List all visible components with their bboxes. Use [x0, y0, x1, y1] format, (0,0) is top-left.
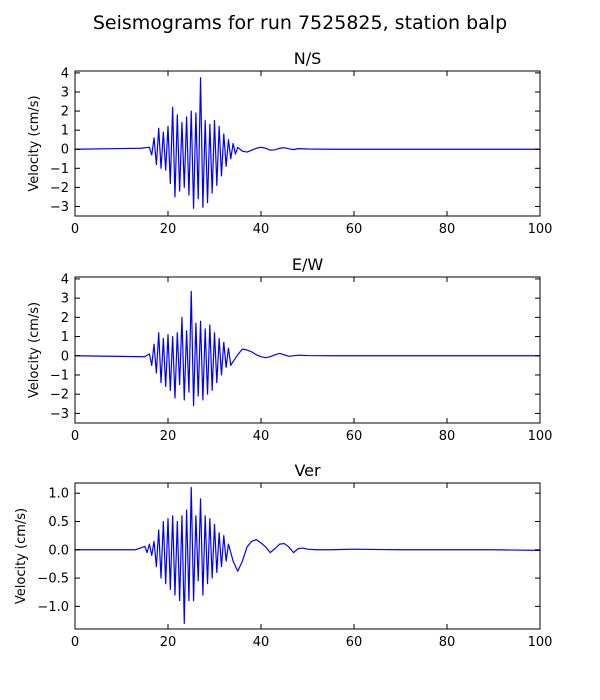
x-tick-label: 80	[439, 635, 456, 650]
y-tick-label: 3	[61, 85, 69, 100]
panel-0: N/S 0 20 40 60 80 100 −3 −2 −1 0 1 2 3 4 Velocity (cm/s…	[27, 49, 552, 237]
x-tick-label: 0	[71, 429, 79, 444]
y-tick-label: 0	[61, 143, 69, 158]
panel-title: N/S	[294, 49, 322, 68]
series-line	[74, 290, 540, 407]
y-tick-label: 0	[61, 349, 69, 364]
y-tick-label: −1	[50, 368, 69, 383]
y-tick-label: 0.5	[48, 515, 69, 530]
y-tick-label: −2	[50, 388, 69, 403]
y-tick-label: 3	[61, 292, 69, 307]
axes-frame	[74, 482, 541, 630]
series-line	[75, 486, 541, 624]
y-tick-label: 2	[61, 311, 69, 326]
y-tick-label: 1.0	[48, 487, 69, 502]
x-tick-label: 80	[439, 222, 456, 237]
x-tick-label: 0	[71, 635, 79, 650]
y-tick-label: −1	[50, 162, 69, 177]
y-tick-label: −1.0	[37, 600, 69, 615]
y-tick-label: 2	[61, 105, 69, 120]
series-line	[74, 77, 540, 209]
x-tick-label: 100	[528, 222, 553, 237]
panel-2: Ver 0 20 40 60 80 100 −1.0 −0.5 0.0 0.5 1.0 Velocity…	[14, 461, 552, 650]
x-tick-label: 20	[160, 222, 177, 237]
y-tick-label: −3	[50, 407, 69, 422]
y-tick-label: −3	[50, 200, 69, 215]
x-tick-label: 40	[253, 635, 270, 650]
x-tick-label: 40	[253, 429, 270, 444]
x-tick-label: 0	[71, 222, 79, 237]
y-tick-label: −0.5	[37, 572, 69, 587]
x-tick-label: 100	[528, 429, 553, 444]
x-tick-label: 80	[439, 429, 456, 444]
x-tick-label: 40	[253, 222, 270, 237]
axes-frame	[74, 70, 541, 217]
x-tick-label: 60	[346, 222, 363, 237]
y-tick-label: 1	[61, 330, 69, 345]
y-tick-label: 0.0	[48, 543, 69, 558]
y-tick-label: 4	[61, 272, 69, 287]
panel-title: E/W	[292, 255, 324, 274]
axes-frame	[74, 276, 541, 424]
y-axis-label: Velocity (cm/s)	[14, 508, 29, 604]
x-tick-label: 60	[346, 635, 363, 650]
figure-title: Seismograms for run 7525825, station bal…	[93, 12, 507, 34]
y-axis-label: Velocity (cm/s)	[27, 302, 42, 398]
y-tick-label: 1	[61, 124, 69, 139]
y-tick-label: −2	[50, 181, 69, 196]
x-tick-label: 60	[346, 429, 363, 444]
panel-title: Ver	[294, 461, 321, 480]
x-tick-label: 20	[160, 429, 177, 444]
x-tick-label: 20	[160, 635, 177, 650]
y-tick-label: 4	[61, 66, 69, 81]
x-tick-label: 100	[528, 635, 553, 650]
panel-1: E/W 0 20 40 60 80 100 −3 −2 −1 0 1 2 3 4 Velocity (cm/s…	[27, 255, 552, 444]
y-axis-label: Velocity (cm/s)	[27, 95, 42, 191]
